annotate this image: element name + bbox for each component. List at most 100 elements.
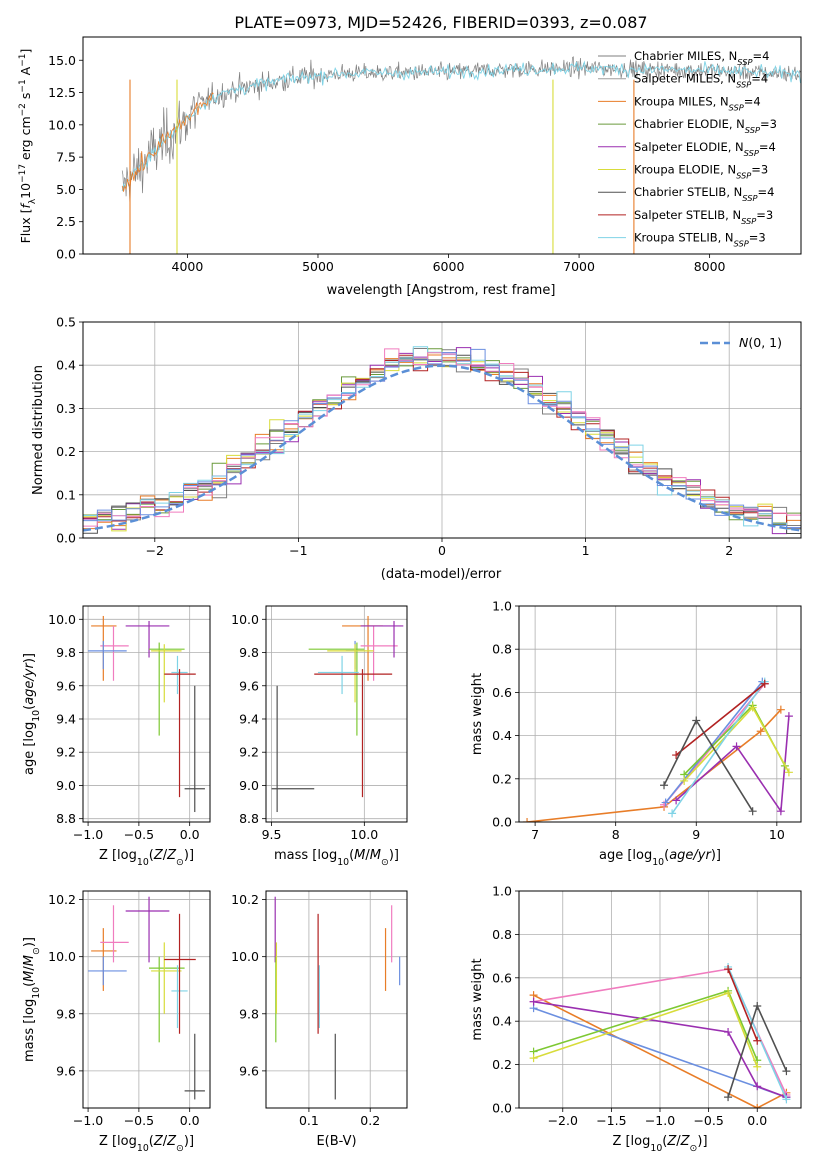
mass-weight-line <box>727 966 788 1100</box>
mass-weight-marker <box>724 965 733 974</box>
axes-mass_weight_vs_z: −2.0 −1.5 −1.0 −0.5 0.0 0.0 0.2 0.4 0.6 0.8 1.0 Z [… <box>470 884 802 1154</box>
mass-weight-marker <box>753 1062 762 1071</box>
y-tick-label: 10.0 <box>48 949 76 964</box>
normal-curve <box>83 364 801 532</box>
y-tick-label: 0.0 <box>492 1101 512 1116</box>
mass-weight-line <box>533 1007 787 1098</box>
legend-entry: Salpeter MILES, NSSP=4 <box>634 72 768 90</box>
mass-weight-marker <box>523 818 532 822</box>
y-tick-label: 0.5 <box>56 315 76 330</box>
y-tick-label: 9.8 <box>239 1006 259 1021</box>
y-tick-label: 10.0 <box>48 612 76 627</box>
x-tick-label: 10 <box>769 827 785 842</box>
x-tick-label: 1 <box>582 543 590 558</box>
mass-weight-marker <box>756 727 765 736</box>
legend-entry: Kroupa ELODIE, NSSP=3 <box>634 163 768 181</box>
legend-entry: Chabrier MILES, NSSP=4 <box>634 49 769 67</box>
plot-area-spectrum <box>121 56 801 254</box>
y-tick-label: 9.8 <box>56 1006 76 1021</box>
y-tick-label: 1.0 <box>492 599 512 614</box>
spectrum-model <box>121 60 801 192</box>
y-axis-label: Flux [fλ10−17 erg cm−2 s−1 A−1] <box>18 49 38 244</box>
plot-area-age_vs_z <box>88 615 205 813</box>
plot-area-mass_weight_vs_age <box>523 677 793 822</box>
y-tick-label: 0.1 <box>56 487 76 502</box>
x-tick-label: 6000 <box>433 259 465 274</box>
y-tick-label: 0.3 <box>56 401 76 416</box>
y-tick-label: 0.8 <box>492 642 512 657</box>
plot-area-age_vs_mass <box>271 615 404 813</box>
x-tick-label: 5000 <box>302 259 334 274</box>
axes-mass_vs_z: −1.0 −0.5 0.0 9.6 9.8 10.0 10.2 Z [log10(Z/Z⊙)]… <box>22 890 211 1154</box>
y-tick-label: 0.0 <box>56 247 76 262</box>
y-tick-label: 0.2 <box>492 1057 512 1072</box>
y-tick-label: 2.5 <box>56 214 76 229</box>
x-axis-label: mass [log10(M/M⊙)] <box>274 848 399 868</box>
mass-weight-marker <box>760 679 769 688</box>
x-tick-label: −0.5 <box>693 1113 723 1128</box>
mass-weight-marker <box>529 997 538 1006</box>
mass-weight-marker <box>724 1028 733 1037</box>
y-tick-label: 9.2 <box>56 745 76 760</box>
y-tick-label: 0.4 <box>56 358 76 373</box>
x-tick-label: −0.5 <box>124 1113 154 1128</box>
y-tick-label: 9.2 <box>239 745 259 760</box>
y-tick-label: 0.0 <box>56 531 76 546</box>
axes-spectrum: 4000 5000 6000 7000 8000 0.0 2.5 5.0 7.5 10.0 12.5… <box>18 36 802 298</box>
residual-legend: N(0, 1) <box>700 335 782 350</box>
axes-frame <box>82 605 211 823</box>
x-tick-label: 0.1 <box>299 1113 319 1128</box>
mass-weight-marker <box>724 1093 733 1102</box>
x-tick-label: 8000 <box>694 259 726 274</box>
axes-mass_weight_vs_age: 7 8 9 10 0.0 0.2 0.4 0.6 0.8 1.0 age [log10(age/yr… <box>470 599 802 868</box>
x-tick-label: 0.0 <box>180 1113 200 1128</box>
mass-weight-marker <box>672 796 681 805</box>
mass-weight-marker <box>692 716 701 725</box>
mass-weight-line <box>527 709 782 822</box>
x-tick-label: 2 <box>725 543 733 558</box>
x-tick-label: −1.0 <box>73 827 103 842</box>
mass-weight-marker <box>668 809 677 818</box>
legend-entry: N(0, 1) <box>739 335 782 350</box>
y-tick-label: 12.5 <box>48 85 76 100</box>
x-tick-label: 8 <box>612 827 620 842</box>
legend-entry: Chabrier STELIB, NSSP=4 <box>634 185 774 203</box>
mass-weight-marker <box>748 807 757 816</box>
axes-mass_vs_ebv: 0.1 0.2 9.6 9.8 10.0 10.2 E(B-V) <box>231 890 408 1149</box>
y-tick-label: 9.6 <box>56 1063 76 1078</box>
plot-area-residuals <box>83 346 801 535</box>
y-tick-label: 0.8 <box>492 927 512 942</box>
x-tick-label: 10.0 <box>350 827 378 842</box>
y-tick-label: 0.2 <box>56 444 76 459</box>
plot-area-mass_weight_vs_z <box>529 962 791 1108</box>
mass-weight-marker <box>784 712 793 721</box>
y-tick-label: 0.6 <box>492 685 512 700</box>
mass-weight-line <box>671 681 766 814</box>
legend-entry: Kroupa STELIB, NSSP=3 <box>634 231 766 249</box>
y-tick-label: 10.0 <box>231 612 259 627</box>
y-tick-label: 7.5 <box>56 150 76 165</box>
spectrum-model-blue-end <box>121 92 214 192</box>
figure-title: PLATE=0973, MJD=52426, FIBERID=0393, z=0… <box>234 13 647 32</box>
y-tick-label: 9.4 <box>56 711 76 726</box>
y-tick-label: 5.0 <box>56 182 76 197</box>
mass-weight-marker <box>724 988 733 997</box>
mass-weight-marker <box>680 776 689 785</box>
mass-weight-line <box>533 1000 787 1098</box>
y-tick-label: 10.2 <box>231 892 259 907</box>
plot-area-mass_vs_ebv <box>274 896 401 1100</box>
y-tick-label: 0.4 <box>492 1014 512 1029</box>
x-axis-label: Z [log10(Z/Z⊙)] <box>99 1134 194 1154</box>
x-axis-label: wavelength [Angstrom, rest frame] <box>327 283 556 298</box>
legend-entry: Kroupa MILES, NSSP=4 <box>634 94 761 112</box>
mass-weight-marker <box>776 807 785 816</box>
y-tick-label: 10.2 <box>48 892 76 907</box>
x-tick-label: −0.5 <box>124 827 154 842</box>
mass-weight-line <box>675 683 766 756</box>
y-axis-label: mass weight <box>470 958 485 1040</box>
y-tick-label: 9.6 <box>239 678 259 693</box>
y-axis-label: Normed distribution <box>31 365 46 495</box>
x-axis-label: E(B-V) <box>316 1134 356 1149</box>
mass-weight-marker <box>753 1104 762 1108</box>
mass-weight-marker <box>660 781 669 790</box>
